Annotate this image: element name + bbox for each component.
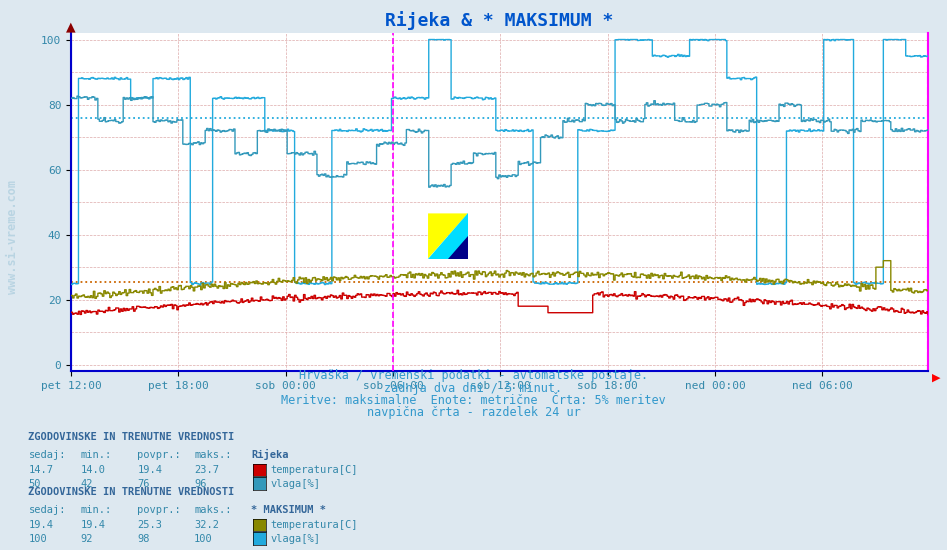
Text: zadnja dva dni / 5 minut.: zadnja dva dni / 5 minut.: [384, 382, 563, 394]
Text: 100: 100: [194, 534, 213, 544]
Text: vlaga[%]: vlaga[%]: [271, 534, 321, 544]
Text: 14.0: 14.0: [80, 465, 105, 475]
Text: 42: 42: [80, 478, 93, 489]
Text: maks.:: maks.:: [194, 449, 232, 460]
Text: vlaga[%]: vlaga[%]: [271, 478, 321, 489]
Text: sedaj:: sedaj:: [28, 504, 66, 515]
Text: 19.4: 19.4: [137, 465, 162, 475]
Text: 76: 76: [137, 478, 150, 489]
Text: ▲: ▲: [66, 20, 76, 33]
Text: povpr.:: povpr.:: [137, 504, 181, 515]
Text: temperatura[C]: temperatura[C]: [271, 520, 358, 530]
Text: sedaj:: sedaj:: [28, 449, 66, 460]
Text: Hrvaška / vremenski podatki - avtomatske postaje.: Hrvaška / vremenski podatki - avtomatske…: [299, 370, 648, 382]
Text: 92: 92: [80, 534, 93, 544]
Text: povpr.:: povpr.:: [137, 449, 181, 460]
Text: maks.:: maks.:: [194, 504, 232, 515]
Text: min.:: min.:: [80, 504, 112, 515]
Text: 50: 50: [28, 478, 41, 489]
Text: 98: 98: [137, 534, 150, 544]
Text: 100: 100: [28, 534, 47, 544]
Text: 19.4: 19.4: [28, 520, 53, 530]
Title: Rijeka & * MAKSIMUM *: Rijeka & * MAKSIMUM *: [385, 11, 614, 30]
Text: Rijeka: Rijeka: [251, 449, 289, 460]
Text: www.si-vreme.com: www.si-vreme.com: [6, 179, 19, 294]
Text: navpična črta - razdelek 24 ur: navpična črta - razdelek 24 ur: [366, 406, 581, 419]
Polygon shape: [428, 213, 468, 258]
Text: 25.3: 25.3: [137, 520, 162, 530]
Text: ZGODOVINSKE IN TRENUTNE VREDNOSTI: ZGODOVINSKE IN TRENUTNE VREDNOSTI: [28, 487, 235, 497]
Text: 96: 96: [194, 478, 206, 489]
Text: temperatura[C]: temperatura[C]: [271, 465, 358, 475]
Text: min.:: min.:: [80, 449, 112, 460]
Text: 32.2: 32.2: [194, 520, 219, 530]
Text: ZGODOVINSKE IN TRENUTNE VREDNOSTI: ZGODOVINSKE IN TRENUTNE VREDNOSTI: [28, 432, 235, 442]
Text: 19.4: 19.4: [80, 520, 105, 530]
Text: 23.7: 23.7: [194, 465, 219, 475]
Text: * MAKSIMUM *: * MAKSIMUM *: [251, 504, 326, 515]
Polygon shape: [428, 213, 468, 258]
Text: ▶: ▶: [933, 373, 941, 383]
Text: Meritve: maksimalne  Enote: metrične  Črta: 5% meritev: Meritve: maksimalne Enote: metrične Črta…: [281, 394, 666, 406]
Polygon shape: [448, 236, 468, 258]
Text: 14.7: 14.7: [28, 465, 53, 475]
